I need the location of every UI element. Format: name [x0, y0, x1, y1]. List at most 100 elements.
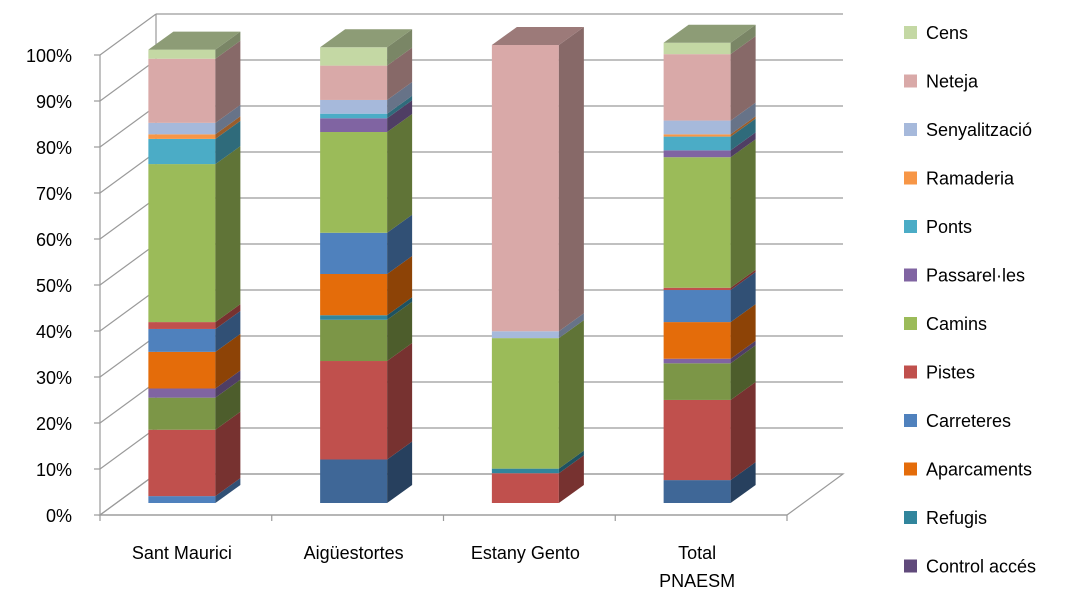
legend-swatch: [904, 74, 917, 88]
bar-side-face: [215, 304, 241, 329]
y-axis-tick-labels: 0% 10% 20% 30% 40% 50% 60% 70% 80% 90% 100%: [26, 46, 72, 526]
bar-side-face: [387, 297, 413, 320]
bar-front-face: [663, 290, 731, 323]
y-tick-label: 50%: [36, 276, 72, 296]
bar-side-face: [730, 118, 756, 151]
bar-segment-passarel-les: [663, 340, 756, 364]
bar-front-face: [320, 47, 388, 66]
y-tick-label: 90%: [36, 92, 72, 112]
bar-stack-estany-gento: [491, 27, 584, 503]
bar-side-face: [215, 104, 241, 135]
legend-label: Passarel·les: [926, 266, 1025, 286]
bar-segment-carreteres: [148, 478, 241, 503]
legend-label: Refugis: [926, 508, 987, 528]
gridline-side: [99, 243, 157, 286]
bar-side-face: [730, 102, 756, 135]
bar-segment-pistes: [148, 411, 241, 497]
bar-side-face: [558, 313, 584, 339]
legend-swatch: [904, 171, 917, 185]
bar-side-face: [730, 462, 756, 503]
bar-front-face: [148, 429, 216, 497]
bar-front-face: [148, 122, 216, 135]
x-category-label: Estany Gento: [471, 543, 580, 563]
bar-stack-total-pnaesm: [663, 24, 756, 503]
bar-segment-aparcaments: [663, 304, 756, 359]
legend-item-control-acces: Control accés: [904, 557, 1036, 577]
bar-side-face: [215, 146, 241, 323]
legend-item-carreteres: Carreteres: [904, 411, 1011, 431]
bar-side-face: [387, 81, 413, 114]
bar-side-face: [558, 27, 584, 332]
bar-segment-neteja: [148, 40, 241, 123]
bar-front-face: [491, 468, 559, 474]
bar-front-face: [320, 361, 388, 460]
bar-side-face: [387, 47, 413, 100]
bar-segment-camins: [320, 114, 413, 233]
legend-item-neteja: Neteja: [904, 72, 979, 92]
bar-front-face: [663, 157, 731, 288]
y-tick-label: 10%: [36, 460, 72, 480]
x-category-label: Total: [678, 543, 716, 563]
bar-front-face: [148, 388, 216, 398]
y-tick-label: 40%: [36, 322, 72, 342]
bar-segment-ponts: [320, 95, 413, 119]
x-category-label: Sant Maurici: [132, 543, 232, 563]
legend-item-camins: Camins: [904, 314, 987, 334]
gridline-side: [99, 105, 157, 148]
bar-side-face: [387, 441, 413, 503]
gridline-side: [99, 151, 157, 194]
bar-side-face: [215, 370, 241, 398]
bar-segment-neteja: [320, 47, 413, 100]
bar-segment-ramaderia: [148, 116, 241, 139]
bar-front-face: [663, 358, 731, 364]
bar-side-face: [558, 455, 584, 503]
bar-front-face: [320, 65, 388, 100]
bar-segment-carreteres: [148, 310, 241, 352]
bar-segment-carreteres: [663, 462, 756, 503]
y-tick-label: 70%: [36, 184, 72, 204]
legend-item-aparcaments: Aparcaments: [904, 460, 1032, 480]
bar-segment-pistes: [663, 381, 756, 481]
legend-item-refugis: Refugis: [904, 508, 987, 528]
bar-side-face: [730, 345, 756, 400]
bar-front-face: [491, 473, 559, 503]
bar-side-face: [215, 116, 241, 139]
bar-front-face: [320, 232, 388, 274]
bar-side-face: [730, 272, 756, 323]
legend-swatch: [904, 462, 917, 476]
bar-segment-carreteres: [663, 272, 756, 323]
bar-segment-senyalitzacio: [491, 313, 584, 339]
bar-side-face: [558, 450, 584, 474]
bar-segment-passarel-les: [663, 132, 756, 158]
bar-stacks: [148, 24, 756, 503]
bar-side-face: [558, 320, 584, 469]
legend-swatch: [904, 559, 917, 573]
bar-side-face: [215, 478, 241, 503]
bar-stack-sant-maurici: [148, 31, 241, 503]
bar-segment-pistes: [491, 455, 584, 503]
bar-side-face: [215, 120, 241, 165]
bar-front-face: [663, 322, 731, 359]
bar-side-face: [387, 114, 413, 233]
x-axis-category-labels: Sant Maurici Aigüestortes Estany Gento Tota…: [132, 543, 735, 591]
bar-segment-neteja: [663, 36, 756, 121]
bar-front-face: [148, 138, 216, 165]
bar-side-face: [730, 304, 756, 359]
bar-side-face: [730, 139, 756, 288]
legend: Cens Neteja Senyalització Ramaderia Ponts Pas…: [904, 23, 1036, 577]
bar-side-face: [387, 343, 413, 460]
gridline-side: [99, 473, 157, 516]
bar-segment-camins: [663, 345, 756, 400]
gridline-side: [99, 13, 157, 56]
legend-label: Neteja: [926, 72, 979, 92]
bar-side-face: [387, 29, 413, 66]
bar-top-face: [320, 29, 413, 48]
bar-side-face: [730, 381, 756, 481]
legend-swatch: [904, 123, 917, 136]
bar-front-face: [148, 58, 216, 123]
bar-side-face: [215, 40, 241, 123]
bar-front-face: [148, 351, 216, 389]
bar-segment-camins: [320, 301, 413, 362]
legend-swatch: [904, 511, 917, 524]
bar-segment-carreteres: [320, 441, 413, 503]
